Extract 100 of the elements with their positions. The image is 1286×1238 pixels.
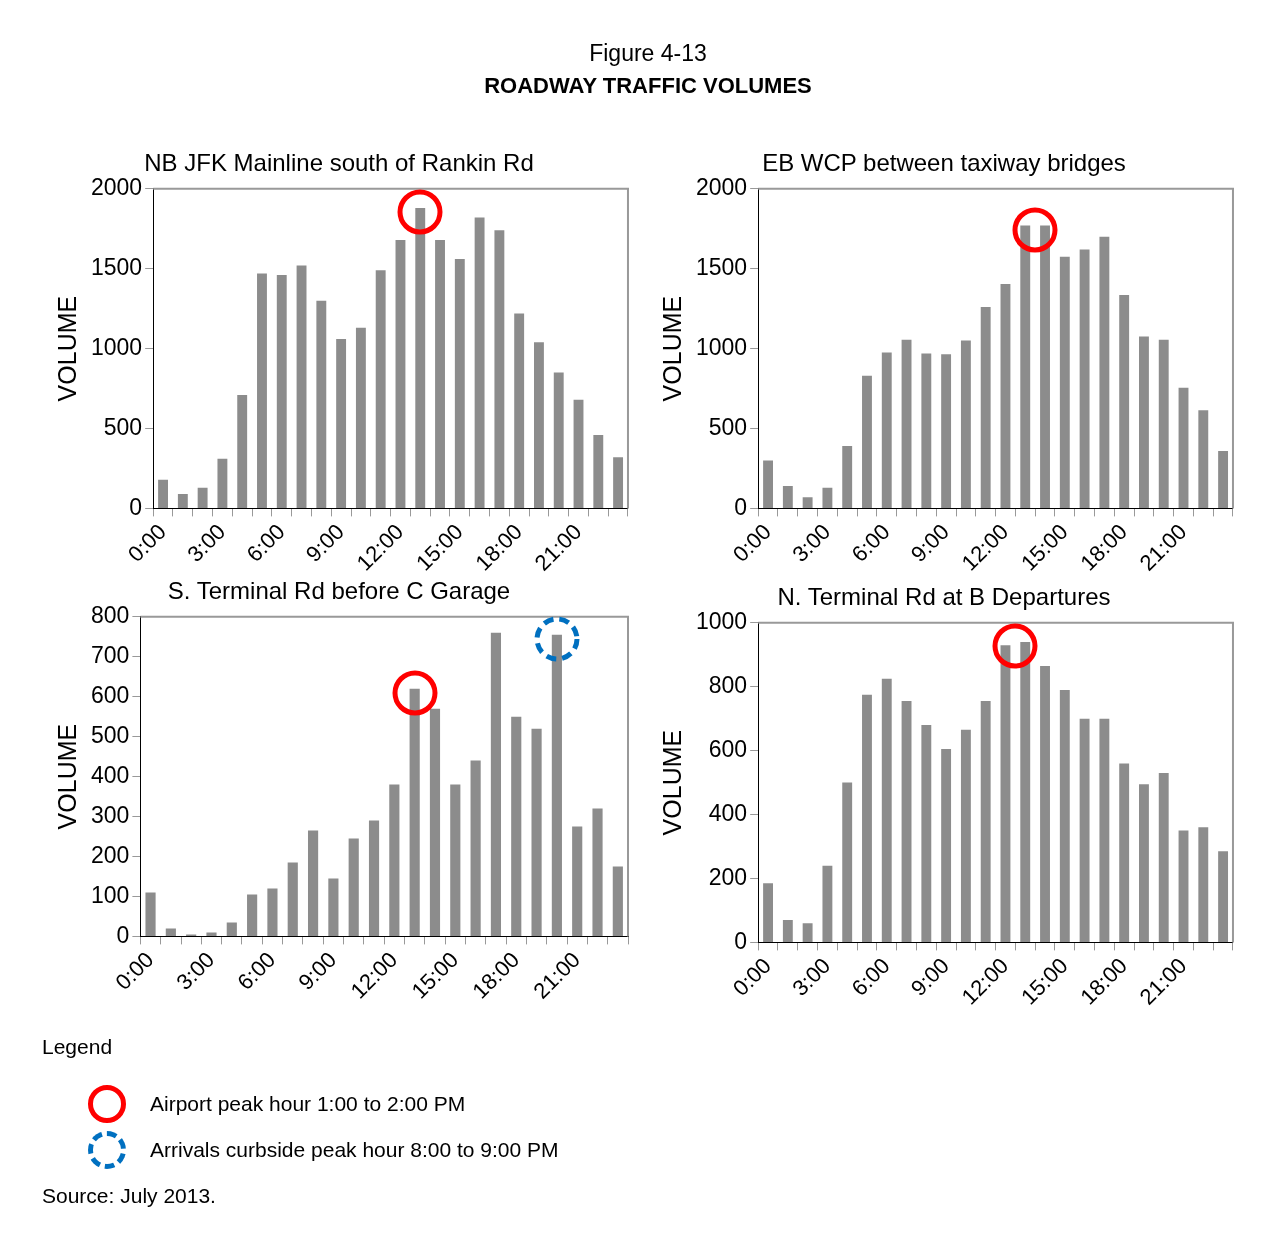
bar <box>1020 225 1031 508</box>
x-tick-label: 9:00 <box>293 946 342 995</box>
bar <box>348 838 359 936</box>
bar <box>375 270 386 508</box>
bar <box>612 866 623 936</box>
bar <box>1020 641 1031 942</box>
y-tick-label: 500 <box>103 413 143 440</box>
y-tick-label: 200 <box>708 863 748 890</box>
y-tick-label: 600 <box>708 735 748 762</box>
x-tick-label: 6:00 <box>232 946 281 995</box>
bar <box>921 353 932 508</box>
bar <box>593 434 604 508</box>
bar <box>1059 689 1070 942</box>
bar <box>763 460 773 508</box>
chart-title: S. Terminal Rd before C Garage <box>167 577 511 605</box>
y-tick-label: 2000 <box>90 174 143 201</box>
chart-title: N. Terminal Rd at B Departures <box>777 583 1111 611</box>
x-tick-label: 3:00 <box>787 952 836 1001</box>
bar <box>389 784 400 936</box>
y-tick-label: 1500 <box>695 254 748 281</box>
bar <box>1099 718 1110 942</box>
y-tick-label: 600 <box>91 682 130 709</box>
x-tick-label: 9:00 <box>300 518 349 567</box>
bar <box>296 265 307 508</box>
bar <box>862 375 872 508</box>
bar <box>531 728 542 936</box>
bar <box>316 300 327 508</box>
bar <box>511 716 522 936</box>
bar <box>782 486 793 508</box>
bar <box>474 217 485 508</box>
y-tick-label: 400 <box>708 799 748 826</box>
bar <box>1000 283 1011 508</box>
x-tick-label: 0:00 <box>122 518 171 567</box>
x-tick-label: 0:00 <box>727 952 776 1001</box>
bar <box>1040 225 1050 508</box>
chart-title: NB JFK Mainline south of Rankin Rd <box>144 149 534 177</box>
bar <box>328 878 339 936</box>
bar <box>1119 763 1130 942</box>
bar <box>514 313 525 508</box>
y-tick-label: 500 <box>91 722 130 748</box>
bar <box>921 725 932 942</box>
bar <box>1139 336 1149 508</box>
bar <box>553 372 564 508</box>
x-tick-label: 6:00 <box>846 952 895 1001</box>
y-tick-label: 300 <box>91 801 130 828</box>
y-tick-label: 0 <box>734 493 748 520</box>
bar <box>573 399 584 508</box>
bar <box>237 394 248 508</box>
bar <box>782 920 793 942</box>
bar <box>247 894 258 936</box>
text: Arrivals curbside peak hour 8:00 to 9:00 PM <box>150 1138 559 1162</box>
y-tick-label: 2000 <box>695 174 748 201</box>
y-axis-title: VOLUME <box>657 729 686 836</box>
bar <box>822 487 833 508</box>
bar <box>197 487 208 508</box>
y-tick-label: 200 <box>91 841 130 868</box>
x-tick-label: 6:00 <box>241 518 290 567</box>
bar <box>1059 256 1070 508</box>
bar <box>165 928 176 936</box>
bar <box>1158 339 1169 508</box>
y-tick-label: 500 <box>708 413 748 440</box>
bar <box>429 708 441 936</box>
bar <box>287 862 298 936</box>
y-tick-label: 1000 <box>695 608 748 635</box>
text: Figure 4-13 <box>588 40 708 67</box>
bar <box>415 207 426 508</box>
x-tick-label: 3:00 <box>787 518 836 567</box>
bar <box>454 259 465 508</box>
bar <box>881 678 892 942</box>
bar <box>1218 450 1229 508</box>
bar <box>267 888 278 936</box>
bar <box>941 354 952 508</box>
bar <box>1178 387 1189 508</box>
bar <box>551 634 562 936</box>
bar <box>881 352 892 508</box>
text: ROADWAY TRAFFIC VOLUMES <box>483 73 813 99</box>
bar <box>158 479 168 508</box>
bar <box>1158 773 1169 942</box>
bar <box>226 922 237 936</box>
y-axis-title: VOLUME <box>52 295 81 402</box>
bar <box>1139 784 1149 942</box>
bar <box>901 339 912 508</box>
bar <box>308 830 319 936</box>
bar <box>1040 665 1050 942</box>
bar <box>1218 851 1229 942</box>
bar <box>613 457 624 508</box>
bar <box>802 923 813 942</box>
y-tick-label: 0 <box>734 927 748 954</box>
y-tick-label: 1000 <box>90 333 143 360</box>
bar <box>901 701 912 942</box>
bar <box>1198 410 1209 508</box>
y-tick-label: 700 <box>91 642 130 669</box>
text: Airport peak hour 1:00 to 2:00 PM <box>150 1092 466 1116</box>
y-tick-label: 0 <box>116 921 130 948</box>
x-tick-label: 0:00 <box>110 946 159 995</box>
bar <box>862 694 872 942</box>
bar <box>206 932 217 936</box>
bar <box>534 342 544 508</box>
bar <box>450 784 461 936</box>
bar <box>802 497 813 508</box>
